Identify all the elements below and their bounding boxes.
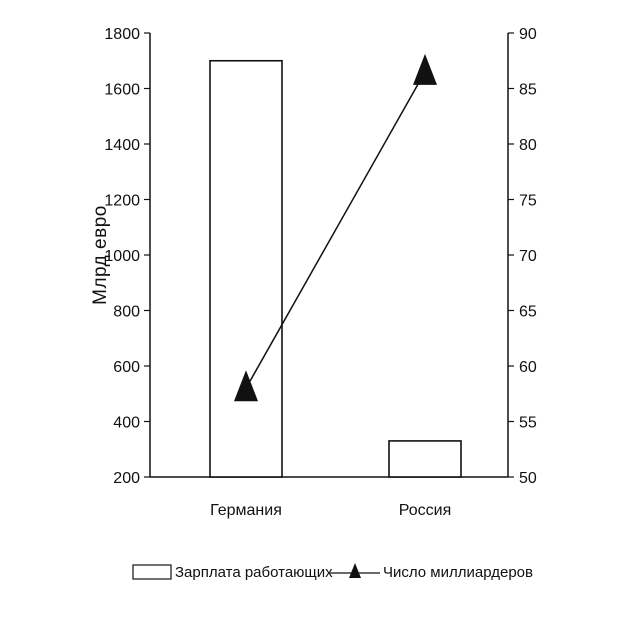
right-tick-label: 85 [519, 82, 537, 99]
right-tick-label: 50 [519, 470, 537, 487]
legend-bar-swatch [132, 564, 172, 580]
bar-series [209, 59, 462, 478]
x-axis-labels: Германия Россия [210, 502, 451, 519]
right-tick-label: 65 [519, 304, 537, 321]
legend-triangle-marker [349, 563, 361, 578]
right-tick-label: 80 [519, 137, 537, 154]
left-tick-label: 1200 [104, 193, 140, 210]
left-tick-label: 600 [113, 359, 140, 376]
bar-2 [388, 440, 462, 478]
left-tick-label: 400 [113, 415, 140, 432]
right-tick-label: 75 [519, 193, 537, 210]
triangle-point-2 [413, 53, 437, 85]
bar-1 [209, 59, 283, 478]
line-series [234, 53, 437, 402]
right-tick-label: 55 [519, 415, 537, 432]
legend-line-label: Число миллиардеров [383, 564, 533, 581]
left-tick-label: 1800 [104, 26, 140, 43]
left-axis-ticks: 200 400 600 800 1000 1200 1400 1600 1800 [104, 26, 150, 487]
left-tick-label: 1000 [104, 248, 140, 265]
right-tick-label: 60 [519, 359, 537, 376]
left-tick-label: 1600 [104, 82, 140, 99]
y-axis-title: Млрд евро [90, 205, 111, 305]
legend: Зарплата работающих Число миллиардеров [132, 563, 533, 581]
right-tick-label: 70 [519, 248, 537, 265]
left-tick-label: 1400 [104, 137, 140, 154]
right-axis-ticks: 50 55 60 65 70 75 80 85 90 [508, 26, 537, 487]
triangle-point-1 [234, 370, 258, 402]
left-tick-label: 200 [113, 470, 140, 487]
legend-bar-label: Зарплата работающих [175, 564, 333, 581]
x-tick-label: Россия [399, 502, 451, 519]
right-tick-label: 90 [519, 26, 537, 43]
x-tick-label: Германия [210, 502, 282, 519]
left-tick-label: 800 [113, 304, 140, 321]
billionaires-line [245, 71, 426, 389]
